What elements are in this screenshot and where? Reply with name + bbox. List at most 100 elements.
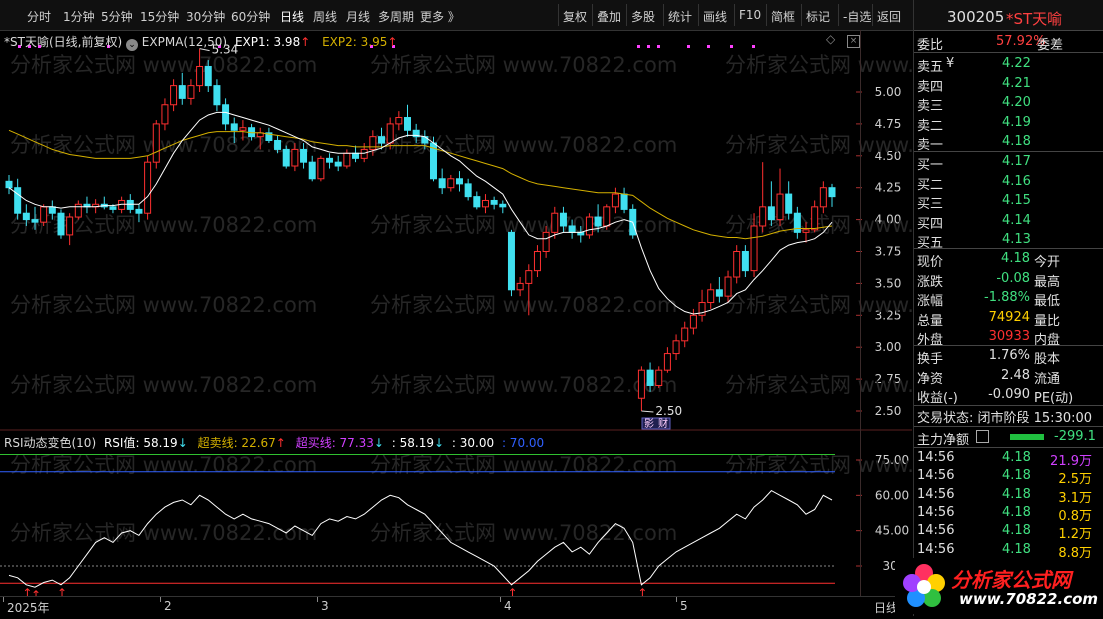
date-tick xyxy=(500,597,501,602)
candle xyxy=(490,196,498,210)
main-flow-row: 主力净额 -299.1 xyxy=(914,427,1103,448)
ask-row[interactable]: 卖三 4.20 xyxy=(914,93,1103,114)
ask-label: 卖二 xyxy=(917,118,944,134)
tick-volume: 8.8万 xyxy=(1058,545,1092,561)
bid-row[interactable]: 买一 4.17 xyxy=(914,152,1103,173)
period-tab-8[interactable]: 月线 xyxy=(346,10,371,24)
bid-row[interactable]: 买五 4.13 xyxy=(914,230,1103,251)
ask-row[interactable]: 卖四 4.21 xyxy=(914,74,1103,95)
logo-title: 分析家公式网 xyxy=(951,568,1071,592)
candle xyxy=(178,72,186,105)
watermark-text: 分析家公式网 www.70822.com xyxy=(370,213,677,237)
candle xyxy=(447,174,455,192)
rsi-buy-marker: ↑ xyxy=(31,588,41,602)
stat-value: -0.08 xyxy=(996,270,1030,286)
candle xyxy=(681,321,689,348)
event-badge[interactable] xyxy=(641,417,671,430)
ask-price: 4.22 xyxy=(1002,56,1031,71)
candle xyxy=(793,206,801,239)
bid-row[interactable]: 买二 4.16 xyxy=(914,172,1103,193)
ask-row[interactable]: 卖一 4.18 xyxy=(914,132,1103,153)
candle xyxy=(352,145,360,163)
period-tab-2[interactable]: 5分钟 xyxy=(101,10,133,24)
candle xyxy=(161,98,169,131)
bid-row[interactable]: 买三 4.15 xyxy=(914,191,1103,212)
period-tab-9[interactable]: 多周期 xyxy=(378,10,415,24)
toolbar-button-6[interactable]: 简框 xyxy=(771,10,796,24)
rsi-tick-label: 75.00 xyxy=(875,453,909,467)
toolbar-button-9[interactable]: 返回 xyxy=(877,10,902,24)
period-tab-0[interactable]: 分时 xyxy=(27,10,52,24)
signal-marker xyxy=(28,45,31,48)
bid-label: 买四 xyxy=(917,216,944,232)
signal-marker xyxy=(730,45,733,48)
candle xyxy=(525,264,533,316)
ask-row[interactable]: 卖五 ¥4.22 xyxy=(914,54,1103,75)
toolbar-button-3[interactable]: 统计 xyxy=(668,10,693,24)
stat-label: 换手 xyxy=(917,352,944,367)
toolbar-button-8[interactable]: -自选 xyxy=(843,10,872,24)
ask-label: 卖五 xyxy=(917,60,944,75)
candle xyxy=(230,117,238,144)
exp1-label: EXP1: 3.98 xyxy=(234,35,301,49)
kline-chart[interactable]: 5.00 4.75 4.50 4.25 4.00 3.75 3.50 3.25 3.00 2.75… xyxy=(0,30,1032,616)
period-tab-4[interactable]: 30分钟 xyxy=(186,10,226,24)
toolbar-button-7[interactable]: 标记 xyxy=(806,10,831,24)
arrow-up-icon: ↑ xyxy=(387,35,398,49)
chevron-down-icon[interactable]: ⌄ xyxy=(125,39,138,51)
candle xyxy=(655,366,663,389)
signal-marker xyxy=(38,45,41,48)
tick-time: 14:56 xyxy=(917,504,955,520)
toolbar-button-2[interactable]: 多股 xyxy=(631,10,656,24)
logo-url: www.70822.com xyxy=(959,590,1099,608)
toolbar-button-4[interactable]: 画线 xyxy=(703,10,728,24)
candle xyxy=(282,145,290,169)
stat-value: -1.88% xyxy=(984,290,1030,305)
candle xyxy=(66,213,74,246)
toolbar-button-0[interactable]: 复权 xyxy=(563,10,588,24)
event-badge-text2: 影 xyxy=(644,418,654,430)
period-tab-7[interactable]: 周线 xyxy=(313,10,338,24)
period-tab-5[interactable]: 60分钟 xyxy=(231,10,271,24)
diamond-icon[interactable]: ◇ xyxy=(826,32,836,46)
period-tab-10[interactable]: 更多 》 xyxy=(420,10,460,24)
close-icon[interactable]: × xyxy=(847,35,861,48)
period-tab-1[interactable]: 1分钟 xyxy=(63,10,95,24)
stat-label2: 股本 xyxy=(1034,352,1061,367)
candle xyxy=(594,204,602,233)
date-axis: 2025年 2 3 4 5 日线 xyxy=(0,596,912,617)
period-tab-6[interactable]: 日线 xyxy=(280,10,305,24)
ask-flag: ¥ xyxy=(946,56,955,71)
indicator-name: EXPMA(12,50) xyxy=(141,35,228,49)
candle xyxy=(785,181,793,220)
rsi-value: RSI值: 58.19 xyxy=(103,436,178,450)
rsi-extra3: : 70.00 xyxy=(501,436,545,450)
price-tick-label: 2.75 xyxy=(875,372,902,386)
candle xyxy=(204,60,212,92)
tick-time: 14:56 xyxy=(917,486,955,502)
toolbar-button-1[interactable]: 叠加 xyxy=(597,10,622,24)
toolbar-separator xyxy=(698,4,699,26)
date-label: 5 xyxy=(680,599,688,613)
stat-row: 收益(-) -0.090 PE(动) xyxy=(914,385,1103,406)
toolbar-button-5[interactable]: F10 xyxy=(739,8,762,22)
main-legend: *ST天喻(日线,前复权) ⌄ EXPMA(12,50) EXP1: 3.98↑… xyxy=(4,33,397,51)
trade-state: 交易状态: 闭市阶段 15:30:00 xyxy=(917,411,1093,426)
ask-row[interactable]: 卖二 4.19 xyxy=(914,113,1103,134)
tick-row: 14:56 4.18 0.8万 xyxy=(914,504,1103,524)
bid-row[interactable]: 买四 4.14 xyxy=(914,211,1103,232)
ask-label: 卖一 xyxy=(917,138,944,153)
bid-label: 买五 xyxy=(917,236,944,251)
candle xyxy=(533,245,541,278)
overbought-label: 超买线: 77.33 xyxy=(295,436,374,450)
candle xyxy=(611,187,619,214)
period-tab-3[interactable]: 15分钟 xyxy=(140,10,180,24)
rsi-buy-marker: ↑ xyxy=(507,586,517,600)
cycle-label: (日线,前复权) xyxy=(48,35,123,49)
stat-label2: 最低 xyxy=(1034,294,1061,309)
list-icon[interactable] xyxy=(976,430,989,443)
candle xyxy=(646,362,654,392)
window-controls: ◇ × xyxy=(826,32,861,48)
watermark-text: 分析家公式网 www.70822.com xyxy=(10,293,317,317)
candle xyxy=(516,277,524,297)
